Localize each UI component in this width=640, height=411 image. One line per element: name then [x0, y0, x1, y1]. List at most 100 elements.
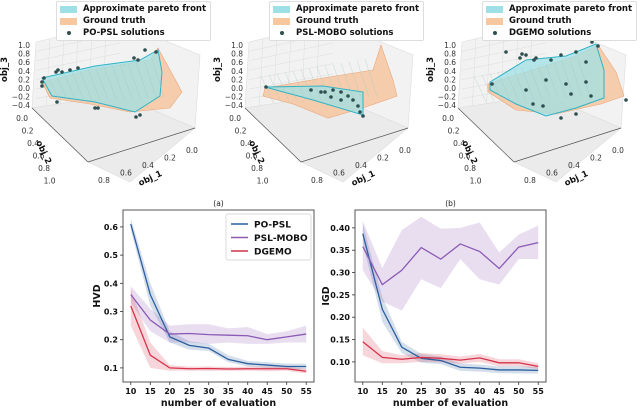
legend-label: PO-PSL solutions [83, 28, 165, 38]
legend-box [225, 213, 312, 261]
solution-point [559, 53, 563, 57]
legend-swatch-icon [60, 5, 77, 13]
solution-point [564, 82, 568, 86]
surface-mesh-line [348, 61, 362, 98]
surface-mesh-line [489, 73, 503, 102]
legend-label: Approximate pareto front [296, 4, 420, 14]
solution-point [42, 76, 46, 80]
ytick-label: 0.8 [251, 164, 263, 173]
surface-mesh-line [127, 62, 141, 99]
solution-point [143, 48, 147, 52]
solution-point [329, 95, 333, 99]
surface-mesh-line [260, 75, 274, 103]
surface-mesh-line [324, 65, 338, 99]
solution-point [93, 106, 97, 110]
solution-point [264, 85, 268, 89]
ztick-label: 1.0 [444, 41, 456, 50]
surface-mesh-line [316, 66, 330, 100]
legend-swatch-icon [486, 5, 503, 13]
grid-line [486, 35, 491, 104]
xtick-label: 0.0 [612, 146, 624, 155]
surface-mesh-line [55, 74, 69, 102]
grid-line [248, 42, 334, 62]
ytick-label: 0.10 [330, 358, 350, 367]
legend-entry: PO-PSL solutions [60, 27, 206, 39]
surface-mesh-line [513, 69, 527, 101]
series-line-dgemo [130, 305, 307, 372]
xaxis-label: number of evaluation [393, 398, 508, 409]
ytick-label: 0.8 [38, 164, 50, 173]
zaxis-label: obj_3 [0, 57, 10, 82]
solution-point [584, 60, 588, 64]
surface-mesh-line [284, 72, 298, 101]
ztick-label: 0.6 [231, 58, 243, 67]
ytick-label: 0.4 [453, 139, 465, 148]
ytick-label: 0.0 [229, 114, 241, 123]
surface-mesh-line [292, 70, 306, 101]
ytick-label: 1.0 [257, 177, 269, 186]
xtick-label: 0.0 [186, 146, 198, 155]
surface-mesh-line [561, 61, 575, 98]
legend-entry: Approximate pareto front [486, 3, 632, 15]
surface-mesh-line [71, 72, 85, 101]
ytick-label: 0.4 [27, 139, 39, 148]
solution-point [76, 66, 80, 70]
solution-marker-icon [280, 31, 284, 35]
legend-swatch-icon [273, 5, 290, 13]
surface-mesh-line [577, 59, 591, 97]
ztick-label: 0.8 [444, 50, 456, 59]
ytick-label: 0.2 [104, 336, 118, 345]
surface-mesh-line [151, 59, 165, 97]
xtick-label: 0.8 [98, 176, 110, 185]
ytick-label: 0.2 [448, 127, 460, 136]
ytick-label: 0.35 [330, 246, 350, 255]
solution-point [559, 116, 563, 120]
solution-point [544, 78, 548, 82]
surface-mesh-line [497, 72, 511, 101]
confidence-band-psl-mobo [130, 286, 307, 344]
xtick-label: 0.6 [546, 169, 558, 178]
chart-title: (a) [213, 199, 224, 208]
solution-point [55, 100, 59, 104]
ytick-label: 0.25 [330, 291, 350, 300]
xtick-label: 50 [281, 387, 293, 396]
legend-swatch-icon [273, 17, 290, 25]
obj1-axis-line [87, 127, 196, 163]
solution-point [589, 94, 593, 98]
solution-point [534, 56, 538, 60]
ztick-label: 0.2 [18, 75, 30, 84]
ytick-label: 0.20 [330, 313, 350, 322]
surface-3d-svg: 1.00.80.60.40.20.0−0.2−0.40.00.20.40.60.… [426, 21, 628, 189]
xtick-label: 30 [435, 387, 447, 396]
surface-mesh-line [47, 75, 61, 103]
ztick-label: −0.2 [12, 93, 30, 102]
zaxis-label: obj_3 [426, 57, 436, 82]
obj2-axis-line [31, 107, 89, 163]
ytick-label: 0.4 [104, 279, 119, 288]
surface-legend: Approximate pareto front Ground truth DGEM… [482, 1, 638, 41]
solution-point [154, 50, 158, 54]
solution-point [358, 110, 362, 114]
solution-point [309, 88, 313, 92]
ztick-label: −0.4 [438, 101, 456, 110]
surface-mesh-line [356, 60, 370, 98]
solution-point [323, 90, 327, 94]
surface-mesh-line [473, 75, 487, 103]
xtick-label: 0.0 [399, 146, 411, 155]
solution-point [319, 90, 323, 94]
solution-point [132, 56, 136, 60]
xtick-label: 20 [164, 387, 176, 396]
surface-mesh-line [521, 68, 535, 100]
ytick-label: 1.0 [470, 177, 482, 186]
legend-swatch-icon [486, 17, 503, 25]
solution-point [596, 44, 600, 48]
solution-marker-icon [493, 31, 497, 35]
obj1-axis-line [300, 127, 409, 163]
surface-legend: Approximate pareto front Ground truth PO-P… [56, 1, 212, 41]
surface-mesh-line [135, 61, 149, 98]
xtick-label: 25 [416, 387, 428, 396]
solution-point [524, 53, 528, 57]
grid-line [472, 38, 477, 106]
legend-entry: DGEMO solutions [486, 27, 632, 39]
legend-entry: PSL-MOBO solutions [273, 27, 419, 39]
